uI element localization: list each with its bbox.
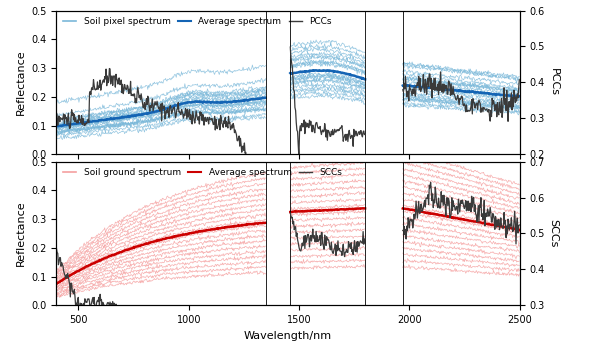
- Y-axis label: PCCs: PCCs: [549, 68, 559, 97]
- Legend: Soil ground spectrum, Average spectrum, SCCs: Soil ground spectrum, Average spectrum, …: [61, 166, 345, 179]
- Legend: Soil pixel spectrum, Average spectrum, PCCs: Soil pixel spectrum, Average spectrum, P…: [61, 15, 334, 28]
- X-axis label: Wavelength/nm: Wavelength/nm: [244, 331, 332, 341]
- Y-axis label: Reflectance: Reflectance: [16, 49, 26, 115]
- Y-axis label: SCCs: SCCs: [549, 219, 559, 248]
- Y-axis label: Reflectance: Reflectance: [16, 201, 26, 266]
